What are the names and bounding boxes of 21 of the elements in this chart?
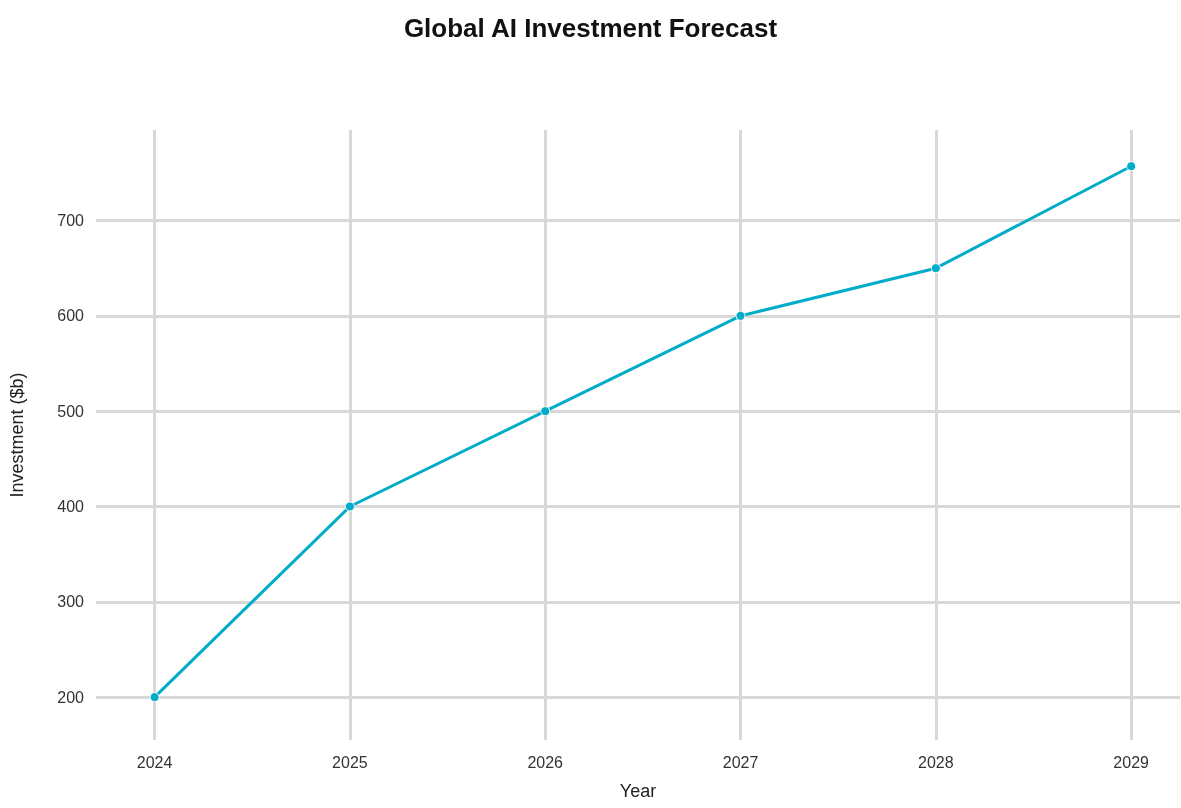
- point: [540, 406, 551, 417]
- x-axis-title: Year: [619, 781, 657, 801]
- y-tick-label: 400: [57, 497, 85, 515]
- y-tick-label: 700: [57, 212, 85, 230]
- x-tick-label: 2026: [527, 753, 564, 771]
- y-tick-label: 500: [57, 402, 85, 420]
- chart-title: Global AI Investment Forecast: [403, 13, 778, 43]
- point: [735, 310, 746, 321]
- point: [344, 501, 355, 512]
- x-tick-label: 2028: [918, 753, 954, 771]
- y-axis-title: Investment ($b): [7, 372, 27, 498]
- x-tick-label: 2029: [1113, 753, 1150, 771]
- y-tick-label: 200: [57, 688, 85, 706]
- x-tick-label: 2027: [722, 753, 759, 771]
- point: [149, 692, 160, 703]
- point: [930, 263, 941, 274]
- point: [1126, 161, 1137, 172]
- x-tick-label: 2025: [332, 753, 368, 771]
- y-tick-label: 300: [57, 593, 85, 611]
- x-tick-label: 2024: [136, 753, 173, 771]
- y-tick-label: 600: [57, 307, 85, 325]
